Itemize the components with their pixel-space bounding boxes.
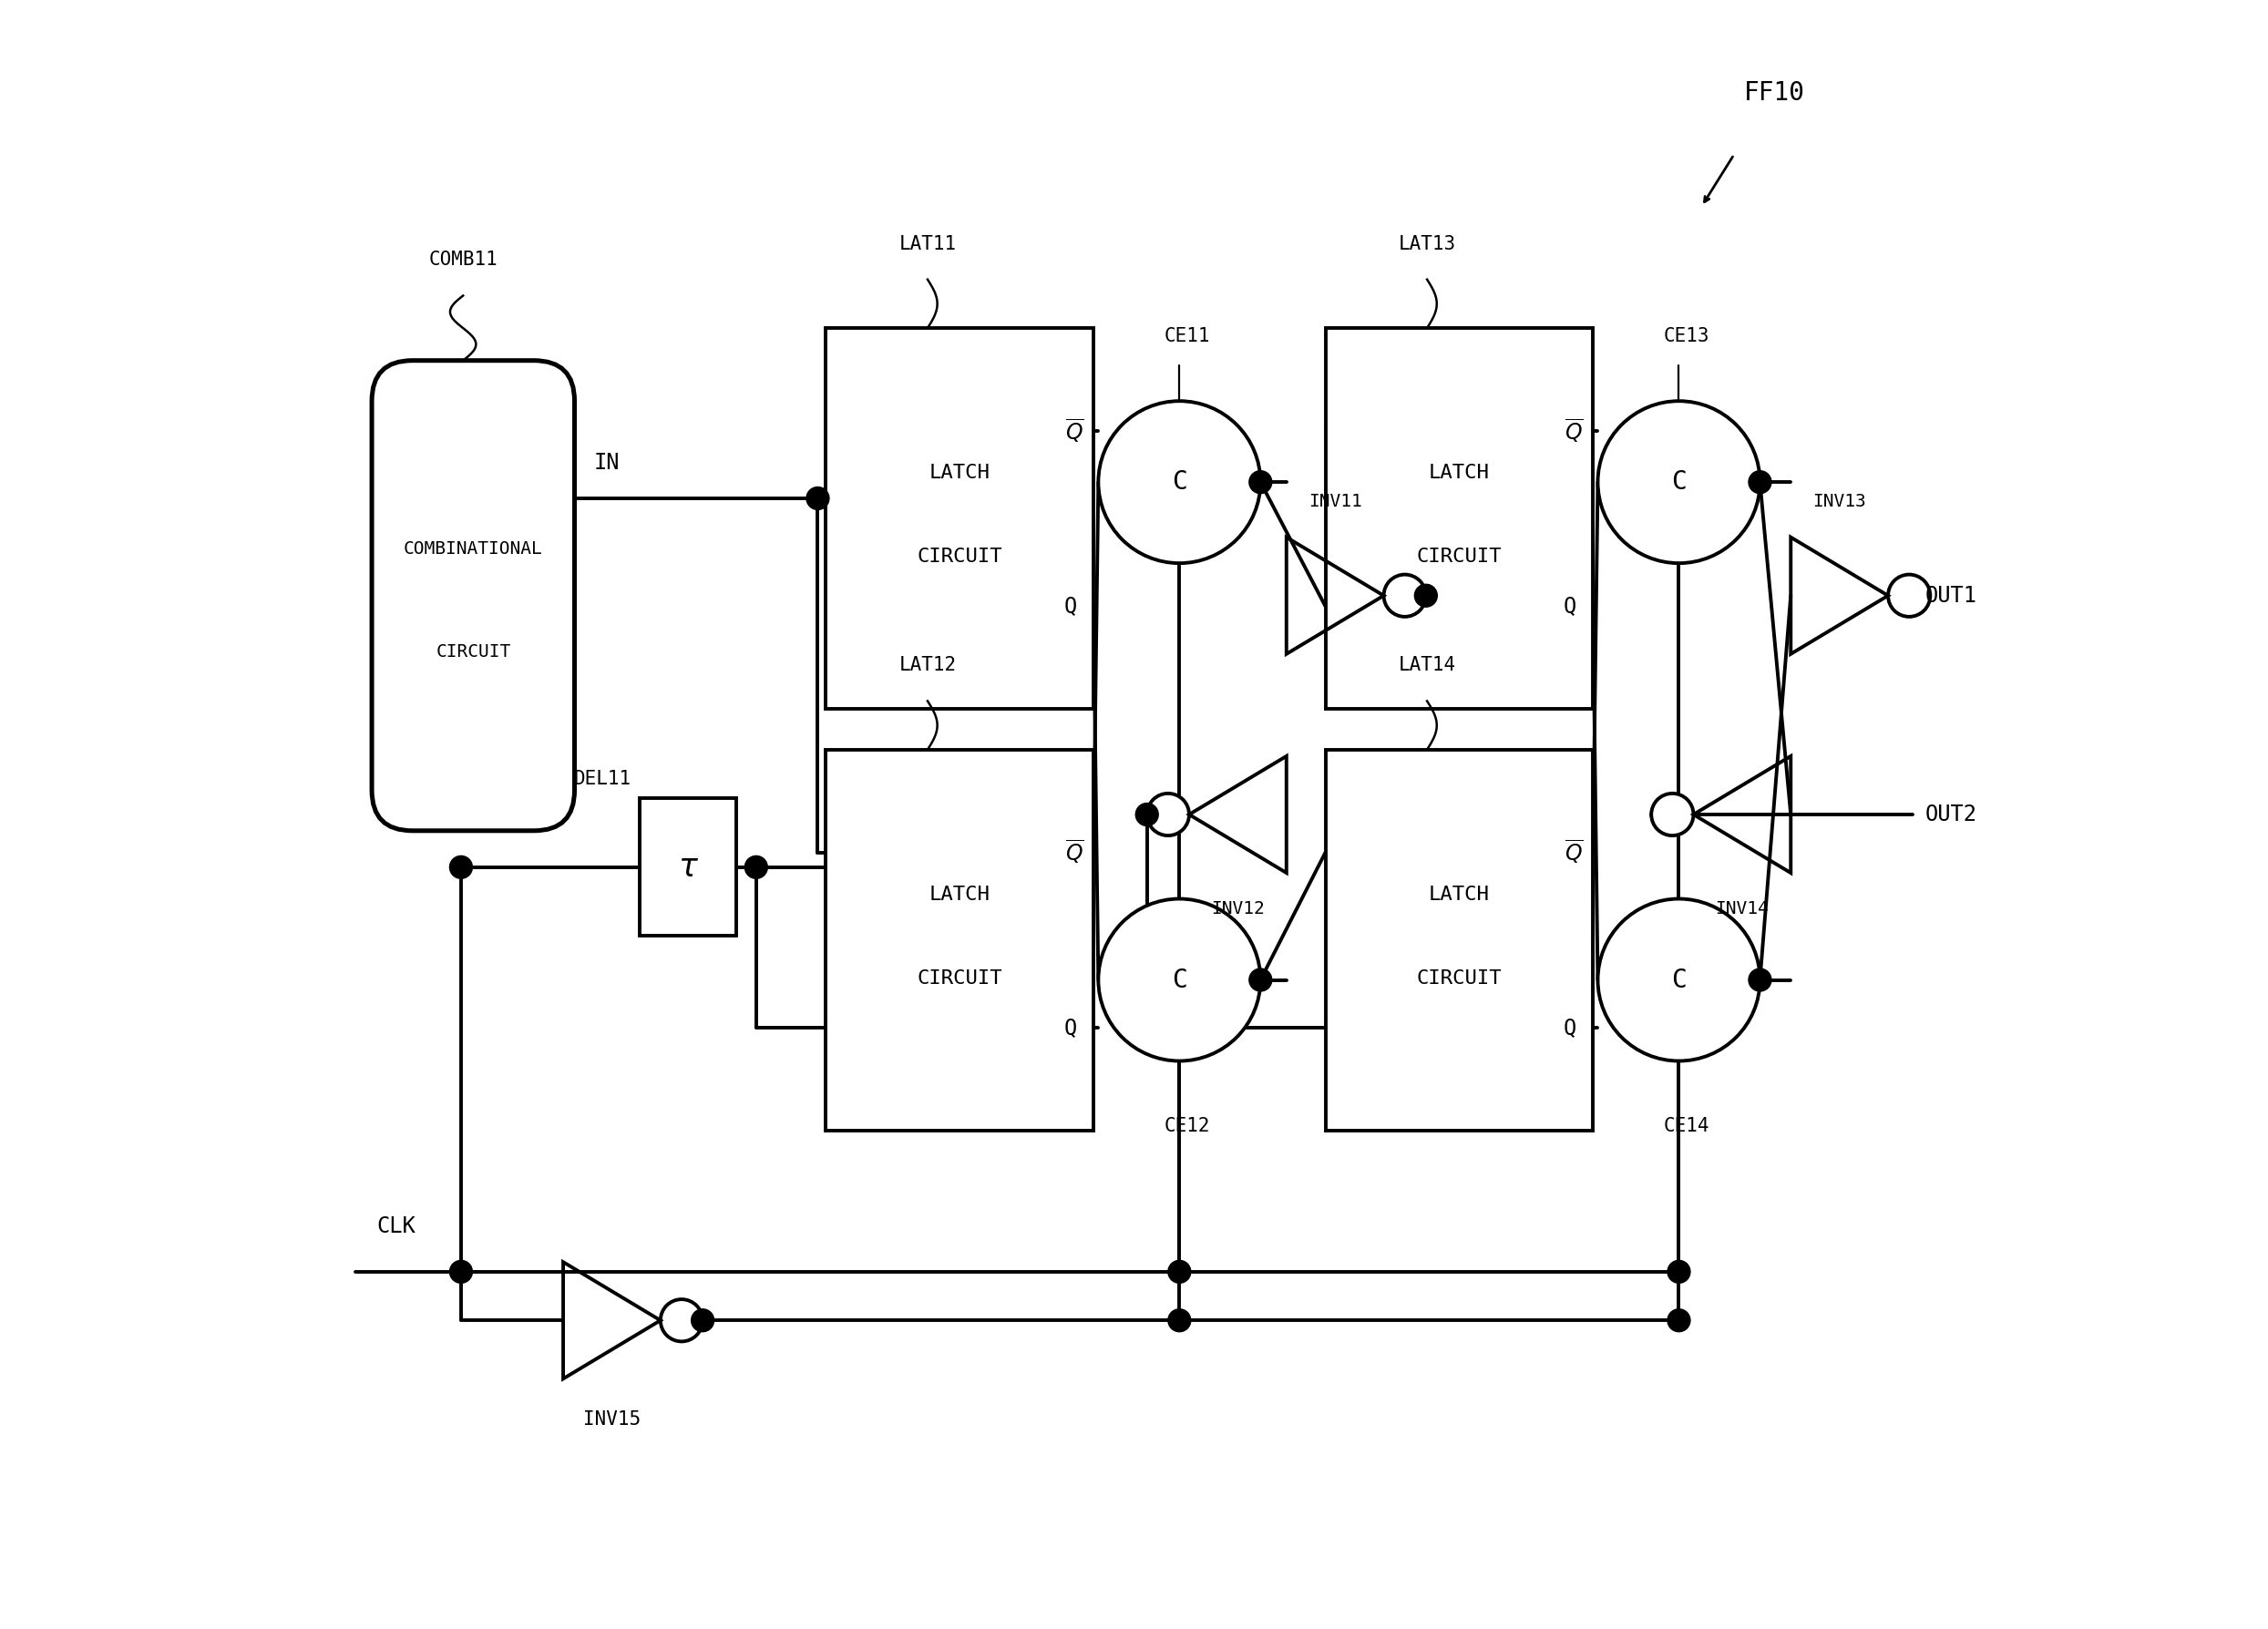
- Text: INV12: INV12: [1211, 899, 1266, 917]
- Circle shape: [1168, 1261, 1191, 1284]
- Circle shape: [1136, 803, 1159, 826]
- Text: LATCH: LATCH: [1429, 885, 1490, 904]
- Circle shape: [1415, 585, 1438, 608]
- FancyBboxPatch shape: [372, 360, 574, 831]
- Bar: [1325, 749, 1592, 1131]
- Text: LAT14: LAT14: [1399, 656, 1456, 674]
- Circle shape: [1148, 793, 1188, 836]
- Text: Q: Q: [1064, 595, 1077, 617]
- Text: OUT2: OUT2: [1926, 803, 1978, 826]
- Text: LAT12: LAT12: [898, 656, 957, 674]
- Bar: [1325, 327, 1592, 709]
- Text: DEL11: DEL11: [574, 771, 631, 788]
- Text: LAT13: LAT13: [1399, 235, 1456, 252]
- Text: INV11: INV11: [1309, 494, 1361, 510]
- Text: CE13: CE13: [1665, 327, 1710, 345]
- Circle shape: [1667, 1310, 1690, 1333]
- Text: COMBINATIONAL: COMBINATIONAL: [404, 539, 542, 557]
- Circle shape: [1383, 575, 1427, 617]
- Text: CE12: CE12: [1163, 1117, 1211, 1135]
- Text: INV15: INV15: [583, 1411, 640, 1429]
- Text: C: C: [1672, 968, 1687, 992]
- Text: $\overline{Q}$: $\overline{Q}$: [1565, 417, 1583, 445]
- Circle shape: [1667, 1261, 1690, 1284]
- Circle shape: [660, 1300, 703, 1341]
- Circle shape: [1651, 793, 1694, 836]
- Text: INV13: INV13: [1812, 494, 1867, 510]
- Text: C: C: [1672, 469, 1687, 495]
- Circle shape: [1098, 899, 1261, 1060]
- Circle shape: [1887, 575, 1930, 617]
- Text: LAT11: LAT11: [898, 235, 957, 252]
- Bar: [640, 798, 737, 937]
- Circle shape: [449, 855, 472, 878]
- Bar: [826, 749, 1093, 1131]
- Text: LATCH: LATCH: [930, 885, 991, 904]
- Text: IN: IN: [594, 451, 619, 474]
- Circle shape: [744, 855, 767, 878]
- Text: Q: Q: [1064, 1016, 1077, 1039]
- Text: $\overline{Q}$: $\overline{Q}$: [1565, 839, 1583, 867]
- Circle shape: [807, 487, 830, 510]
- Text: LATCH: LATCH: [1429, 464, 1490, 482]
- Text: CIRCUIT: CIRCUIT: [916, 547, 1002, 565]
- Text: CIRCUIT: CIRCUIT: [435, 643, 510, 661]
- Circle shape: [1250, 471, 1272, 494]
- Text: CIRCUIT: CIRCUIT: [1418, 547, 1501, 565]
- Text: CE14: CE14: [1665, 1117, 1710, 1135]
- Circle shape: [1168, 1310, 1191, 1333]
- Text: LATCH: LATCH: [930, 464, 991, 482]
- Text: INV14: INV14: [1715, 899, 1769, 917]
- Circle shape: [1597, 401, 1760, 564]
- Text: CLK: CLK: [376, 1215, 415, 1238]
- Text: $\overline{Q}$: $\overline{Q}$: [1066, 417, 1084, 445]
- Text: C: C: [1173, 968, 1186, 992]
- Circle shape: [1597, 899, 1760, 1060]
- Text: COMB11: COMB11: [429, 251, 497, 269]
- Text: CIRCUIT: CIRCUIT: [916, 969, 1002, 987]
- Circle shape: [1098, 401, 1261, 564]
- Circle shape: [1749, 969, 1771, 990]
- Text: Q: Q: [1563, 595, 1576, 617]
- Text: CIRCUIT: CIRCUIT: [1418, 969, 1501, 987]
- Text: OUT1: OUT1: [1926, 585, 1978, 606]
- Bar: [826, 327, 1093, 709]
- Text: FF10: FF10: [1744, 80, 1805, 106]
- Text: CE11: CE11: [1163, 327, 1211, 345]
- Text: $\overline{Q}$: $\overline{Q}$: [1066, 839, 1084, 867]
- Circle shape: [1749, 471, 1771, 494]
- Circle shape: [449, 1261, 472, 1284]
- Text: $\tau$: $\tau$: [678, 852, 699, 883]
- Circle shape: [1250, 969, 1272, 990]
- Circle shape: [692, 1310, 714, 1333]
- Text: Q: Q: [1563, 1016, 1576, 1039]
- Text: C: C: [1173, 469, 1186, 495]
